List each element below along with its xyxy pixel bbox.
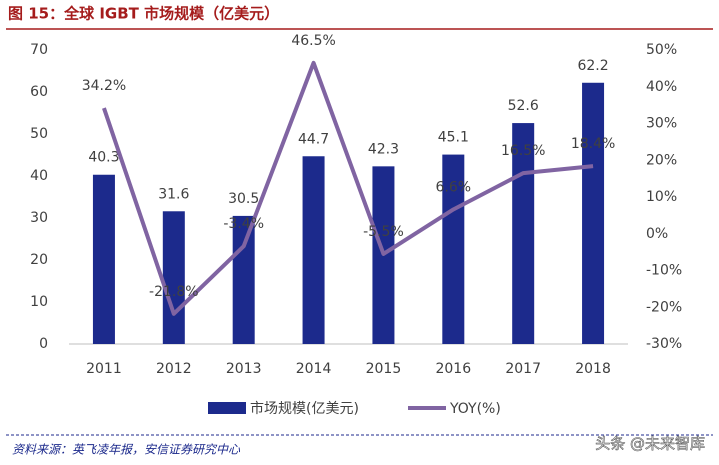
line-label: -3.4% bbox=[223, 216, 264, 232]
source: 资料来源：英飞凌年报，安信证券研究中心 bbox=[12, 443, 241, 457]
x-tick-label: 2018 bbox=[575, 361, 611, 377]
bar bbox=[232, 215, 255, 344]
bar-label: 52.6 bbox=[508, 98, 539, 114]
y2-tick-label: 0% bbox=[646, 226, 668, 242]
bar-label: 40.3 bbox=[88, 150, 119, 166]
line bbox=[102, 60, 594, 316]
y-tick-label: 60 bbox=[30, 84, 48, 100]
y2-tick-label: 10% bbox=[646, 189, 677, 205]
line-label: 18.4% bbox=[571, 136, 615, 152]
y-tick-label: 10 bbox=[30, 294, 48, 310]
watermark: 头条 @未来智库 bbox=[595, 435, 705, 453]
y-tick-label: 50 bbox=[30, 126, 48, 142]
legend-label: YOY(%) bbox=[449, 401, 501, 417]
legend-swatch bbox=[208, 402, 246, 414]
line-label: 16.5% bbox=[501, 143, 545, 159]
bar-label: 44.7 bbox=[298, 131, 329, 147]
y2-tick-label: -20% bbox=[646, 299, 682, 315]
bar bbox=[162, 211, 185, 344]
y2-tick-label: 50% bbox=[646, 42, 677, 58]
line-label: 46.5% bbox=[291, 33, 335, 49]
bar bbox=[92, 174, 115, 344]
legend-label: 市场规模(亿美元) bbox=[250, 400, 359, 417]
bar bbox=[582, 82, 605, 344]
x-tick-label: 2012 bbox=[156, 361, 192, 377]
y2-tick-label: 30% bbox=[646, 116, 677, 132]
x-tick-label: 2013 bbox=[226, 361, 262, 377]
line-label: -5.5% bbox=[363, 224, 404, 240]
y-tick-label: 0 bbox=[39, 336, 48, 352]
bar-label: 30.5 bbox=[228, 191, 259, 207]
line-label: 6.6% bbox=[436, 179, 472, 195]
bar bbox=[442, 154, 465, 344]
bar-label: 45.1 bbox=[438, 130, 469, 146]
bar-label: 31.6 bbox=[158, 186, 189, 202]
y-tick-label: 70 bbox=[30, 42, 48, 58]
x-tick-label: 2014 bbox=[296, 361, 332, 377]
y2-tick-label: 20% bbox=[646, 152, 677, 168]
bar bbox=[512, 123, 535, 344]
y2-tick-label: -10% bbox=[646, 263, 682, 279]
y-tick-label: 20 bbox=[30, 252, 48, 268]
line-label: 34.2% bbox=[82, 78, 126, 94]
line-label: -21.8% bbox=[149, 284, 199, 300]
bar bbox=[302, 156, 325, 344]
y2-tick-label: 40% bbox=[646, 79, 677, 95]
x-tick-label: 2017 bbox=[505, 361, 541, 377]
bar-label: 62.2 bbox=[577, 58, 608, 74]
chart-title: 图 15：全球 IGBT 市场规模（亿美元） bbox=[8, 5, 279, 23]
y2-tick-label: -30% bbox=[646, 336, 682, 352]
x-tick-label: 2016 bbox=[435, 361, 471, 377]
bar-label: 42.3 bbox=[368, 141, 399, 157]
y-tick-label: 30 bbox=[30, 210, 48, 226]
x-tick-label: 2011 bbox=[86, 361, 122, 377]
x-tick-label: 2015 bbox=[366, 361, 402, 377]
y-tick-label: 40 bbox=[30, 168, 48, 184]
